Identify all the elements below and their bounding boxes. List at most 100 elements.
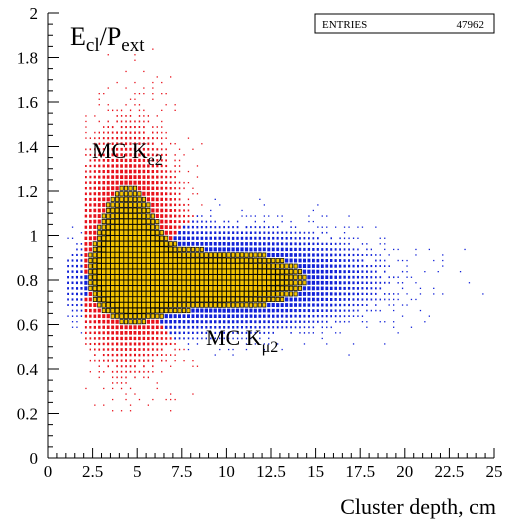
histogram-cell xyxy=(115,319,119,324)
histogram-cell xyxy=(352,303,355,307)
histogram-cell xyxy=(80,287,83,290)
histogram-cell xyxy=(267,252,271,257)
histogram-cell xyxy=(348,292,351,296)
histogram-cell xyxy=(334,242,337,245)
y-tick-label: 0.2 xyxy=(17,405,38,424)
histogram-cell xyxy=(174,109,176,111)
histogram-cell xyxy=(105,257,111,264)
histogram-cell xyxy=(120,120,123,123)
histogram-cell xyxy=(124,175,128,180)
histogram-cell xyxy=(165,331,168,335)
histogram-cell xyxy=(183,154,185,156)
histogram-cell xyxy=(258,242,262,246)
histogram-cell xyxy=(105,268,111,275)
histogram-cell xyxy=(115,325,119,330)
histogram-cell xyxy=(151,331,155,335)
histogram-cell xyxy=(128,196,133,202)
histogram-cell xyxy=(145,229,151,236)
histogram-cell xyxy=(150,274,156,281)
histogram-cell xyxy=(181,290,187,297)
histogram-cell xyxy=(133,153,137,157)
histogram-cell xyxy=(181,274,187,281)
histogram-cell xyxy=(123,290,129,297)
histogram-cell xyxy=(236,220,239,223)
histogram-cell xyxy=(307,253,311,257)
histogram-cell xyxy=(235,279,240,286)
x-tick-label: 20 xyxy=(396,462,413,481)
histogram-cell xyxy=(129,410,132,412)
histogram-cell xyxy=(410,326,413,328)
histogram-cell xyxy=(254,236,257,240)
histogram-cell xyxy=(98,337,101,340)
histogram-cell xyxy=(119,302,125,309)
histogram-cell xyxy=(174,159,176,162)
histogram-cell xyxy=(239,285,245,292)
histogram-cell xyxy=(124,164,128,168)
histogram-cell xyxy=(107,348,110,351)
histogram-cell xyxy=(124,325,128,330)
histogram-cell xyxy=(129,348,132,351)
histogram-cell xyxy=(352,248,355,251)
histogram-cell xyxy=(150,257,156,264)
histogram-cell xyxy=(80,281,83,285)
histogram-cell xyxy=(199,263,205,270)
histogram-cell xyxy=(196,215,199,217)
histogram-cell xyxy=(183,187,185,190)
histogram-cell xyxy=(84,269,88,274)
histogram-cell xyxy=(195,252,200,258)
histogram-cell xyxy=(146,180,150,185)
histogram-cell xyxy=(297,269,303,275)
histogram-cell xyxy=(232,331,234,334)
histogram-cell xyxy=(218,326,221,329)
histogram-cell xyxy=(75,281,78,285)
histogram-cell xyxy=(97,314,101,318)
histogram-cell xyxy=(102,191,106,196)
histogram-cell xyxy=(114,251,120,258)
histogram-cell xyxy=(194,274,200,281)
histogram-cell xyxy=(384,237,386,239)
histogram-cell xyxy=(128,313,133,319)
histogram-cell xyxy=(281,231,284,234)
histogram-cell xyxy=(133,158,137,162)
histogram-cell xyxy=(231,314,235,318)
histogram-cell xyxy=(165,398,167,401)
histogram-cell xyxy=(208,290,214,297)
histogram-cell xyxy=(199,279,205,286)
histogram-cell xyxy=(200,314,204,318)
histogram-cell xyxy=(98,342,101,346)
histogram-cell xyxy=(98,104,100,106)
histogram-cell xyxy=(105,235,111,242)
histogram-cell xyxy=(112,376,114,379)
histogram-cell xyxy=(266,274,272,281)
histogram-cell xyxy=(191,225,194,229)
histogram-cell xyxy=(248,279,254,286)
histogram-cell xyxy=(107,137,110,140)
histogram-cell xyxy=(93,192,97,196)
histogram-cell xyxy=(110,307,115,314)
histogram-cell xyxy=(155,208,159,213)
histogram-cell xyxy=(227,308,231,313)
histogram-cell xyxy=(205,231,208,235)
histogram-cell xyxy=(312,220,314,223)
histogram-cell xyxy=(141,224,147,231)
histogram-cell xyxy=(217,302,222,308)
histogram-cell xyxy=(334,259,337,262)
histogram-cell xyxy=(119,257,125,264)
histogram-cell xyxy=(136,263,142,270)
histogram-cell xyxy=(183,337,185,340)
histogram-cell xyxy=(356,287,359,290)
histogram-cell xyxy=(343,259,346,262)
histogram-cell xyxy=(208,252,214,258)
histogram-cell xyxy=(205,331,208,334)
histogram-cell xyxy=(321,297,324,301)
histogram-cell xyxy=(138,93,141,95)
histogram-cell xyxy=(276,242,279,246)
histogram-cell xyxy=(321,231,323,234)
histogram-cell xyxy=(325,264,329,268)
histogram-cell xyxy=(232,231,235,234)
histogram-cell xyxy=(111,164,114,168)
histogram-cell xyxy=(138,353,141,357)
histogram-cell xyxy=(217,263,223,270)
histogram-cell xyxy=(397,259,399,262)
histogram-cell xyxy=(103,404,105,406)
